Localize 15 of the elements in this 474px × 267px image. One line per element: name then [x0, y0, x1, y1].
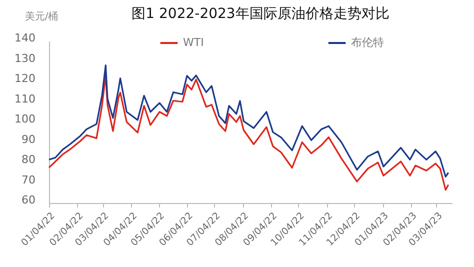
line-series — [48, 74, 450, 191]
legend-label: 布伦特 — [351, 36, 384, 49]
y-tick-label: 90 — [22, 132, 36, 146]
y-tick-label: 60 — [22, 194, 36, 206]
y-axis-title: 美元/桶 — [24, 10, 58, 22]
y-tick-label: 120 — [14, 72, 36, 85]
y-tick-label: 100 — [14, 112, 36, 126]
y-tick-label: 110 — [14, 92, 36, 106]
y-tick-label: 70 — [22, 173, 36, 186]
y-tick-label: 130 — [14, 52, 36, 65]
chart-title: 图1 2022-2023年国际原油价格走势对比 — [132, 6, 390, 22]
y-tick-label: 80 — [22, 153, 36, 166]
y-tick-label: 140 — [14, 32, 36, 44]
legend-label: WTI — [183, 36, 204, 49]
line-series — [48, 64, 450, 178]
